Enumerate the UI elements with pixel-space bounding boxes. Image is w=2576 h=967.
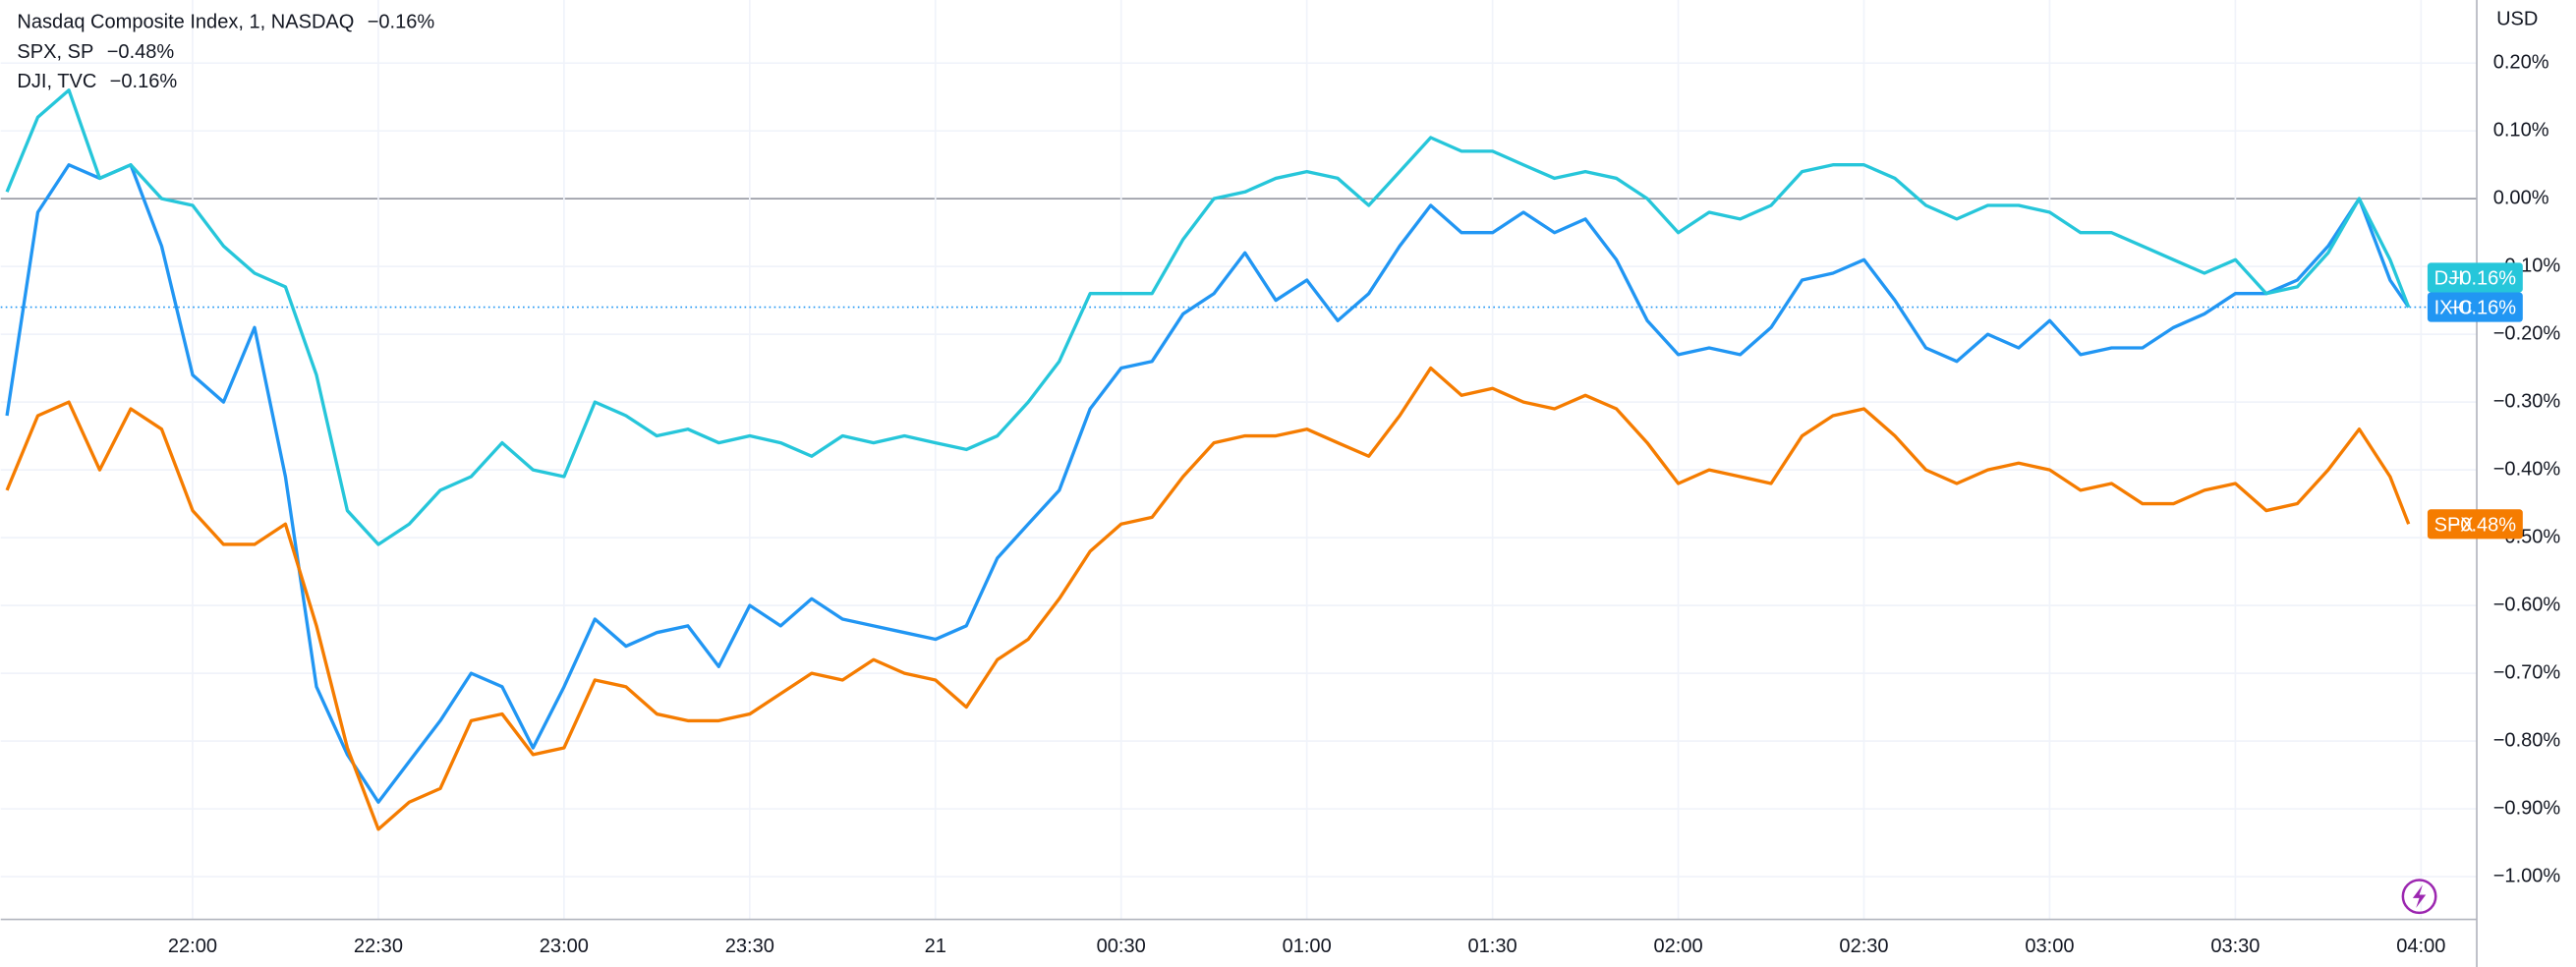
y-tick-label: −0.40% xyxy=(2493,458,2561,480)
axis-labels: 0.20%0.10%0.00%−0.10%−0.20%−0.30%−0.40%−… xyxy=(168,51,2561,957)
x-tick-label: 23:00 xyxy=(540,936,589,957)
y-tick-label: −0.20% xyxy=(2493,322,2561,344)
legend-value: −0.48% xyxy=(107,41,175,63)
lightning-icon[interactable] xyxy=(2401,879,2437,915)
icon-bolt xyxy=(2412,884,2427,908)
plot-area xyxy=(0,88,2478,831)
x-tick-label: 03:30 xyxy=(2210,936,2260,957)
price-tag xyxy=(2427,509,2523,540)
x-tick-label: 22:30 xyxy=(354,936,403,957)
price-tag xyxy=(2427,292,2523,322)
series-line xyxy=(5,163,2411,804)
price-tag-name: DJI xyxy=(2434,267,2464,289)
series-line xyxy=(5,366,2411,831)
price-tag-value: −0.16% xyxy=(2449,298,2517,319)
x-tick-label: 01:30 xyxy=(1468,936,1517,957)
price-tag-name: SPX xyxy=(2434,514,2474,536)
legend-label: DJI, TVC xyxy=(17,71,96,92)
y-tick-label: −1.00% xyxy=(2493,865,2561,886)
x-tick-label: 03:00 xyxy=(2025,936,2074,957)
price-tag xyxy=(2427,262,2523,293)
y-tick-label: −0.60% xyxy=(2493,594,2561,615)
legend-label: Nasdaq Composite Index, 1, NASDAQ xyxy=(17,12,354,33)
legend: Nasdaq Composite Index, 1, NASDAQ −0.16% S… xyxy=(17,12,434,92)
currency-label: USD xyxy=(2496,8,2538,29)
x-tick-label: 21 xyxy=(925,936,946,957)
price-tag-value: −0.16% xyxy=(2449,267,2517,289)
x-tick-label: 01:00 xyxy=(1283,936,1332,957)
x-tick-label: 22:00 xyxy=(168,936,217,957)
price-tags: SPX−0.48%IXIC−0.16%DJI−0.16% xyxy=(2427,262,2523,540)
y-tick-label: 0.20% xyxy=(2493,51,2549,73)
y-tick-label: 0.00% xyxy=(2493,187,2549,208)
y-tick-label: −0.30% xyxy=(2493,390,2561,412)
x-tick-label: 02:00 xyxy=(1653,936,1702,957)
x-tick-label: 00:30 xyxy=(1097,936,1146,957)
grid xyxy=(0,0,2478,920)
x-tick-label: 02:30 xyxy=(1839,936,1888,957)
legend-label: SPX, SP xyxy=(17,41,93,63)
price-tag-name: IXIC xyxy=(2434,298,2473,319)
y-tick-label: 0.10% xyxy=(2493,119,2549,141)
x-tick-label: 04:00 xyxy=(2396,936,2445,957)
x-tick-label: 23:30 xyxy=(725,936,774,957)
legend-value: −0.16% xyxy=(110,71,178,92)
y-tick-label: −0.80% xyxy=(2493,729,2561,751)
price-tag-value: −0.48% xyxy=(2449,514,2517,536)
icon-circle xyxy=(2401,879,2437,915)
y-tick-label: −0.90% xyxy=(2493,797,2561,819)
legend-value: −0.16% xyxy=(368,12,435,33)
y-tick-label: −0.70% xyxy=(2493,661,2561,683)
series-line xyxy=(5,88,2411,546)
